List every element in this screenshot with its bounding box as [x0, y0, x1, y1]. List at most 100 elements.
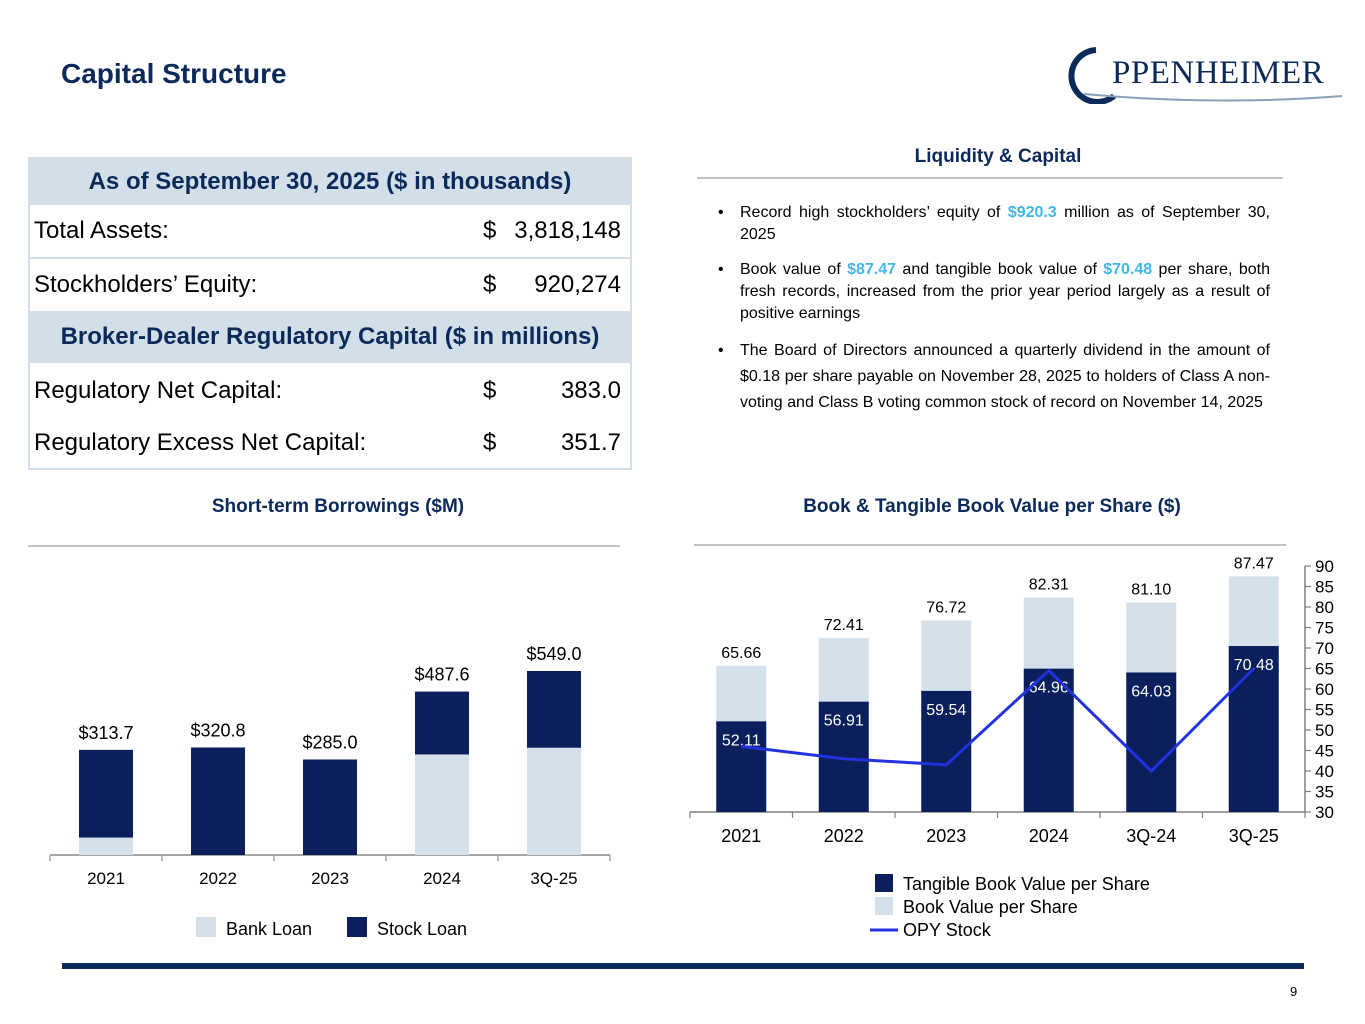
tangible-value-label: 56.91 [824, 713, 864, 730]
bullet-dividend: • The Board of Directors announced a qua… [718, 342, 1270, 411]
page-number: 9 [1290, 984, 1298, 999]
y-tick-label: 55 [1315, 701, 1334, 720]
bank-loan-bar [415, 754, 469, 855]
book-value-label: 87.47 [1234, 555, 1274, 572]
logo-text: PPENHEIMER [1112, 55, 1325, 91]
borrowings-chart-title: Short-term Borrowings ($M) [211, 496, 465, 517]
x-tick-label: 2022 [199, 869, 237, 888]
borrowings-rule [28, 545, 620, 547]
legend-swatch-tangible [875, 874, 893, 892]
opy-stock-line [741, 667, 1255, 774]
y-tick-label: 80 [1315, 598, 1334, 617]
bank-loan-bar [79, 837, 133, 855]
book-value-chart-title: Book & Tangible Book Value per Share ($) [803, 496, 1181, 517]
row-currency: $ [483, 377, 497, 404]
x-tick-label: 2023 [311, 869, 349, 888]
y-tick-label: 75 [1315, 619, 1334, 638]
row-divider [30, 257, 630, 259]
table-row: Regulatory Excess Net Capital: $ 351.7 [30, 417, 630, 469]
total-label: $487.6 [414, 665, 469, 685]
y-tick-label: 40 [1315, 762, 1334, 781]
bullet-book-value: • Book value of $87.47 and tangible book… [718, 261, 1270, 322]
legend-swatch-book [875, 897, 893, 915]
total-label: $549.0 [526, 644, 581, 664]
x-tick-label: 2021 [721, 826, 761, 846]
row-currency: $ [483, 217, 497, 244]
y-tick-label: 35 [1315, 783, 1334, 802]
x-tick-label: 3Q-24 [1126, 826, 1176, 846]
tangible-value-label: 70.48 [1234, 657, 1274, 674]
book-value-label: 76.72 [926, 599, 966, 616]
book-value-label: 65.66 [721, 645, 761, 662]
tangible-book-value-bar [1126, 672, 1177, 812]
x-tick-label: 2023 [926, 826, 966, 846]
legend-label: Stock Loan [377, 919, 467, 939]
x-tick-label: 2024 [1029, 826, 1069, 846]
x-tick-label: 3Q-25 [530, 869, 577, 888]
borrowings-chart: $313.7 2021 $320.8 2022 $285.0 2023 $487.6 2024… [49, 644, 611, 939]
table-row: Regulatory Net Capital: $ 383.0 [30, 365, 630, 417]
row-value: 3,818,148 [514, 217, 621, 244]
liquidity-rule [697, 177, 1283, 179]
stock-loan-bar [303, 759, 357, 855]
book-value-label: 72.41 [824, 617, 864, 634]
tangible-value-label: 64.96 [1029, 680, 1069, 697]
legend-swatch-bank-loan [196, 917, 216, 937]
total-label: $320.8 [190, 720, 245, 740]
stock-loan-bar [191, 747, 245, 855]
y-tick-label: 60 [1315, 680, 1334, 699]
y-tick-label: 65 [1315, 660, 1334, 679]
tangible-book-value-bar [1023, 668, 1074, 812]
book-value-label: 82.31 [1029, 577, 1069, 594]
row-value: 383.0 [560, 377, 621, 404]
tangible-book-value-bar [1228, 646, 1279, 812]
total-label: $313.7 [78, 723, 133, 743]
row-currency: $ [483, 271, 497, 298]
table-row: Total Assets: $ 3,818,148 [30, 205, 630, 257]
y-tick-label: 70 [1315, 639, 1334, 658]
book-value-label: 81.10 [1131, 581, 1171, 598]
legend-label: Bank Loan [226, 919, 312, 939]
legend-label: OPY Stock [903, 920, 992, 940]
tangible-value-label: 64.03 [1131, 683, 1171, 700]
oppenheimer-logo [1068, 47, 1343, 104]
tangible-value-label: 52.11 [722, 732, 761, 749]
tangible-book-value-bar [716, 721, 767, 812]
stock-loan-bar [79, 749, 133, 838]
row-currency: $ [483, 429, 497, 456]
liquidity-title: Liquidity & Capital [914, 146, 1082, 167]
y-tick-label: 45 [1315, 742, 1334, 761]
row-label: Total Assets: [34, 217, 169, 244]
bullet-equity: • Record high stockholders’ equity of $9… [718, 204, 1271, 243]
y-tick-label: 90 [1315, 557, 1334, 576]
bank-loan-bar [527, 747, 581, 855]
table-row: Stockholders’ Equity: $ 920,274 [30, 259, 630, 311]
y-tick-label: 50 [1315, 721, 1334, 740]
legend-label: Book Value per Share [903, 897, 1078, 917]
stock-loan-bar [415, 691, 469, 755]
stock-loan-bar [527, 671, 581, 748]
capital-table: As of September 30, 2025 ($ in thousands… [28, 157, 632, 470]
y-tick-label: 30 [1315, 803, 1334, 822]
liquidity-bullets: • Record high stockholders’ equity of $9… [718, 202, 1270, 452]
x-tick-label: 3Q-25 [1229, 826, 1279, 846]
book-value-rule [694, 544, 1286, 546]
row-value: 920,274 [534, 271, 621, 298]
x-tick-label: 2024 [423, 869, 461, 888]
table-header-regulatory: Broker-Dealer Regulatory Capital ($ in m… [30, 311, 630, 363]
row-value: 351.7 [560, 429, 621, 456]
table-header-assets: As of September 30, 2025 ($ in thousands… [30, 159, 630, 205]
legend-swatch-stock-loan [347, 917, 367, 937]
x-tick-label: 2021 [87, 869, 125, 888]
x-tick-label: 2022 [824, 826, 864, 846]
tangible-value-label: 59.54 [926, 702, 966, 719]
footer-bar [62, 963, 1304, 969]
row-label: Regulatory Excess Net Capital: [34, 429, 367, 456]
row-label: Stockholders’ Equity: [34, 271, 258, 298]
y-tick-label: 85 [1315, 578, 1334, 597]
row-label: Regulatory Net Capital: [34, 377, 283, 404]
legend-label: Tangible Book Value per Share [903, 874, 1150, 894]
page-title: Capital Structure [61, 58, 287, 89]
total-label: $285.0 [302, 732, 357, 752]
